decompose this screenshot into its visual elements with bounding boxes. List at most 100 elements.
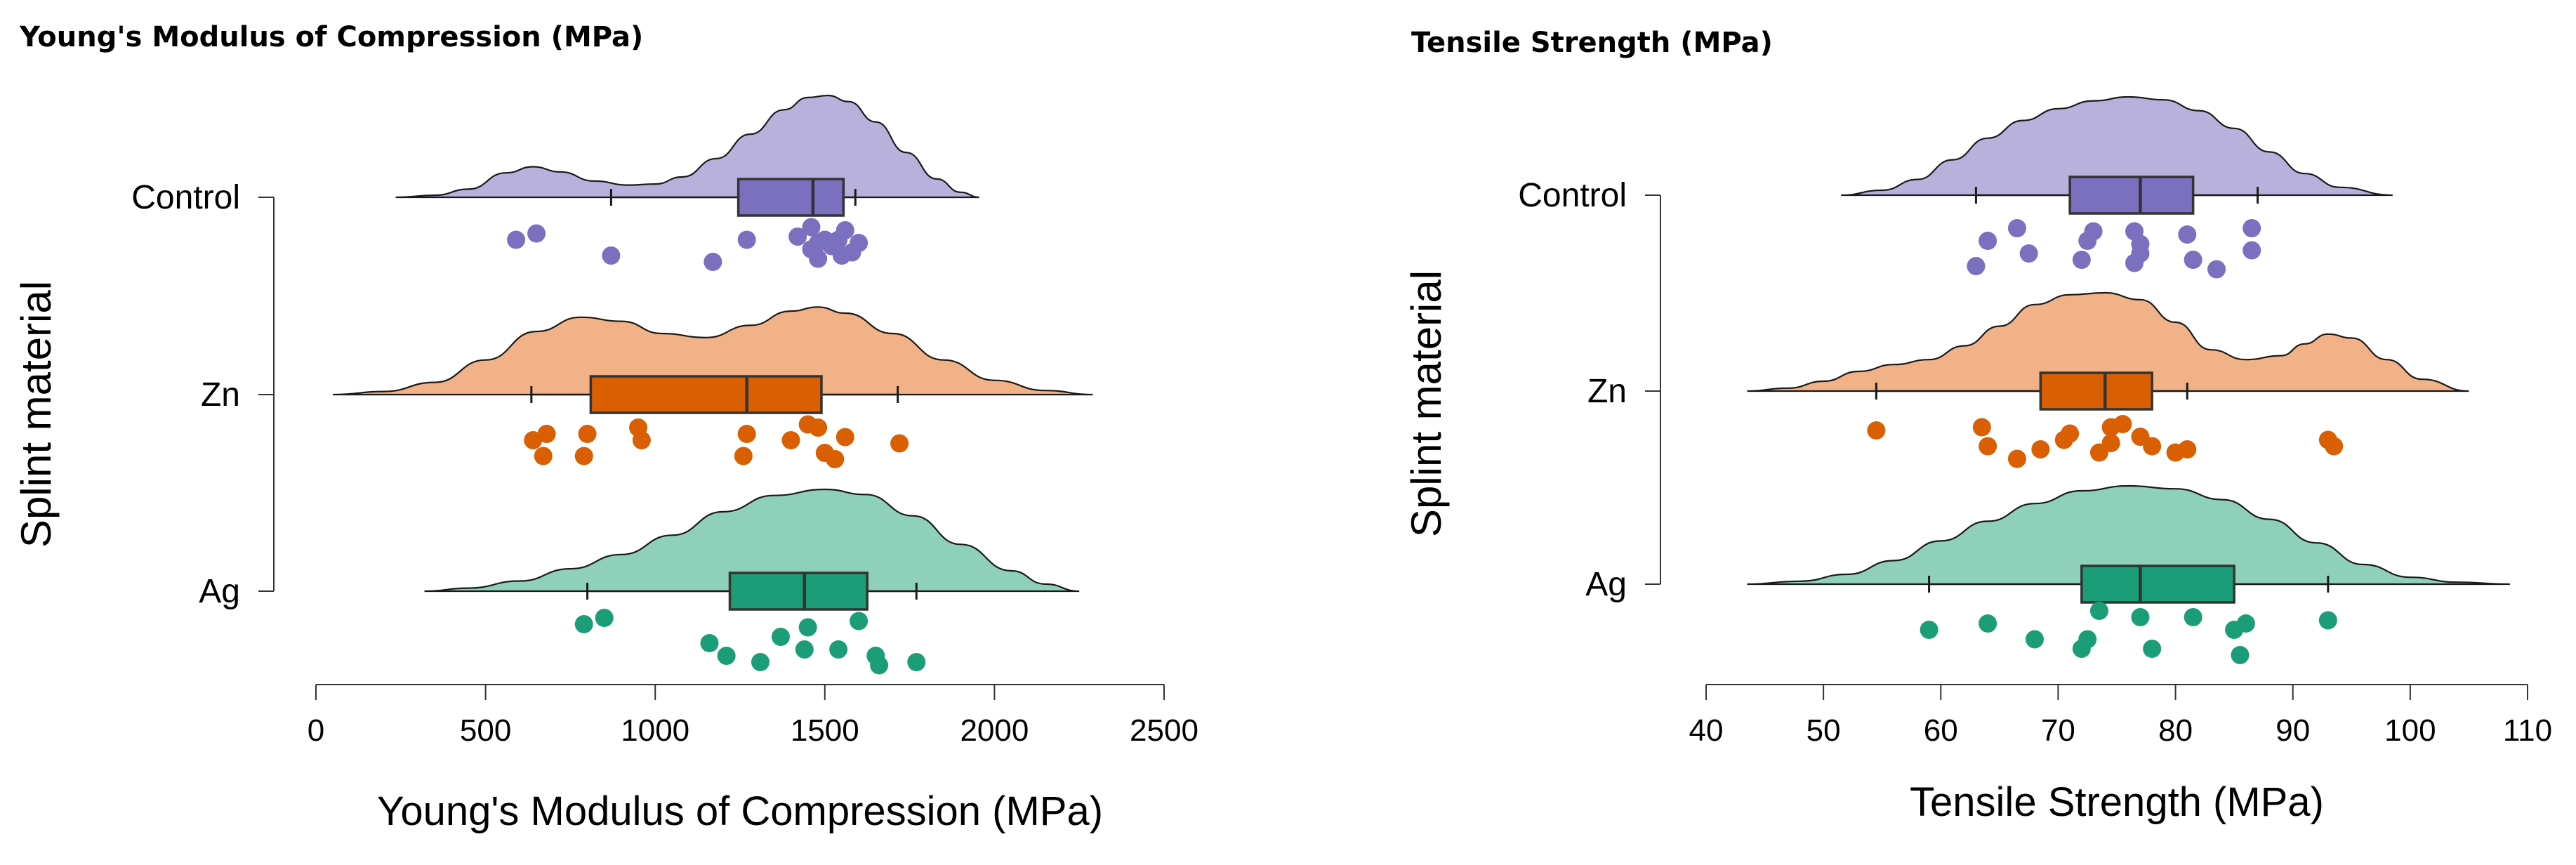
x-tick-label: 70 bbox=[2041, 713, 2075, 748]
data-point bbox=[2125, 253, 2144, 272]
raincloud-plot-tensile-strength: Control Zn Ag 40 50 60 70 80 90 100 110 Tensile Str… bbox=[1403, 95, 2552, 825]
data-point bbox=[798, 618, 817, 637]
data-point bbox=[771, 628, 790, 646]
density-cloud bbox=[1841, 95, 2393, 197]
series-group-control bbox=[395, 94, 979, 271]
data-point bbox=[870, 656, 889, 675]
x-tick-label: 50 bbox=[1806, 713, 1841, 748]
y-axis-title: Splint material bbox=[13, 281, 60, 548]
y-tick-label: Ag bbox=[1585, 566, 1627, 603]
data-point bbox=[2236, 614, 2255, 633]
data-point bbox=[2243, 219, 2261, 237]
data-point bbox=[2178, 225, 2197, 244]
x-tick-label: 100 bbox=[2384, 713, 2436, 748]
x-tick-label: 1000 bbox=[621, 713, 689, 748]
data-point bbox=[2101, 434, 2120, 452]
data-point bbox=[826, 450, 845, 468]
iqr-box bbox=[2080, 564, 2235, 604]
data-point bbox=[2089, 602, 2108, 620]
data-point bbox=[802, 218, 821, 237]
data-point bbox=[2084, 222, 2103, 241]
data-point bbox=[2007, 219, 2026, 237]
density-cloud bbox=[395, 94, 979, 199]
data-point bbox=[1920, 621, 1938, 639]
x-tick-label: 2000 bbox=[960, 713, 1029, 748]
x-tick-label: 60 bbox=[1924, 713, 1958, 748]
iqr-box bbox=[728, 572, 868, 611]
data-point bbox=[1979, 614, 1997, 633]
data-point bbox=[850, 234, 868, 252]
x-axis-title: Tensile Strength (MPa) bbox=[1910, 779, 2324, 825]
data-point bbox=[2207, 260, 2226, 279]
y-tick-label: Zn bbox=[201, 376, 240, 414]
data-point bbox=[2178, 440, 2197, 458]
chart-title: Tensile Strength (MPa) bbox=[1411, 27, 1773, 59]
data-point bbox=[835, 428, 854, 447]
data-point bbox=[700, 634, 719, 652]
density-cloud bbox=[333, 306, 1093, 396]
x-tick-label: 40 bbox=[1689, 713, 1724, 748]
data-point bbox=[2325, 437, 2344, 456]
data-point bbox=[2031, 440, 2050, 458]
data-point bbox=[788, 227, 807, 246]
data-point bbox=[2131, 608, 2150, 626]
iqr-box bbox=[589, 375, 823, 414]
chart-title: Young's Modulus of Compression (MPa) bbox=[20, 21, 644, 53]
data-point bbox=[602, 246, 621, 265]
y-tick-label: Control bbox=[131, 179, 240, 216]
data-point bbox=[737, 230, 756, 249]
data-point bbox=[2143, 640, 2162, 658]
y-tick-label: Zn bbox=[1587, 373, 1627, 410]
data-point bbox=[1979, 437, 1997, 456]
data-point bbox=[2007, 449, 2026, 468]
series-group-control bbox=[1841, 95, 2393, 279]
data-point bbox=[2061, 424, 2080, 443]
data-point bbox=[2243, 241, 2261, 260]
x-tick-label: 1500 bbox=[791, 713, 859, 748]
x-tick-label: 90 bbox=[2276, 713, 2310, 748]
y-tick-label: Control bbox=[1518, 177, 1627, 214]
iqr-box bbox=[737, 178, 845, 217]
density-cloud bbox=[1747, 291, 2469, 392]
data-point bbox=[2143, 437, 2162, 456]
data-point bbox=[507, 230, 526, 249]
data-point bbox=[2184, 608, 2202, 626]
x-tick-label: 2500 bbox=[1130, 713, 1198, 748]
x-tick-label: 0 bbox=[308, 713, 324, 748]
data-point bbox=[809, 249, 828, 268]
data-point bbox=[1979, 232, 1997, 250]
data-point bbox=[809, 418, 828, 437]
data-point bbox=[829, 640, 848, 659]
data-point bbox=[2019, 244, 2038, 263]
data-point bbox=[537, 425, 556, 443]
data-point bbox=[1972, 418, 1991, 437]
data-point bbox=[850, 612, 868, 630]
data-point bbox=[527, 224, 546, 243]
series-group-ag bbox=[424, 488, 1080, 675]
data-point bbox=[829, 230, 848, 249]
data-point bbox=[1967, 257, 1986, 275]
data-point bbox=[734, 447, 753, 465]
data-point bbox=[2318, 611, 2337, 630]
data-point bbox=[751, 653, 770, 671]
chart-panel-youngs-modulus: Young's Modulus of Compression (MPa) Con… bbox=[0, 0, 1236, 865]
density-cloud bbox=[424, 488, 1080, 593]
data-point bbox=[2184, 251, 2202, 269]
data-point bbox=[534, 447, 553, 465]
data-point bbox=[595, 609, 614, 627]
data-point bbox=[2078, 630, 2097, 649]
y-tick-label: Ag bbox=[199, 573, 240, 610]
data-point bbox=[2231, 646, 2250, 664]
data-point bbox=[2113, 415, 2132, 433]
data-point bbox=[781, 431, 800, 449]
density-cloud bbox=[1747, 484, 2510, 586]
data-point bbox=[578, 425, 597, 443]
y-axis-title: Splint material bbox=[1403, 270, 1450, 537]
data-point bbox=[890, 434, 909, 453]
x-tick-label: 80 bbox=[2158, 713, 2193, 748]
series-group-zn bbox=[1747, 291, 2469, 468]
raincloud-plot-youngs-modulus: Control Zn Ag 0 500 1000 1500 2000 2500 Young's M… bbox=[13, 94, 1198, 834]
data-point bbox=[704, 253, 722, 271]
iqr-box bbox=[2039, 371, 2153, 411]
data-point bbox=[2072, 251, 2091, 269]
